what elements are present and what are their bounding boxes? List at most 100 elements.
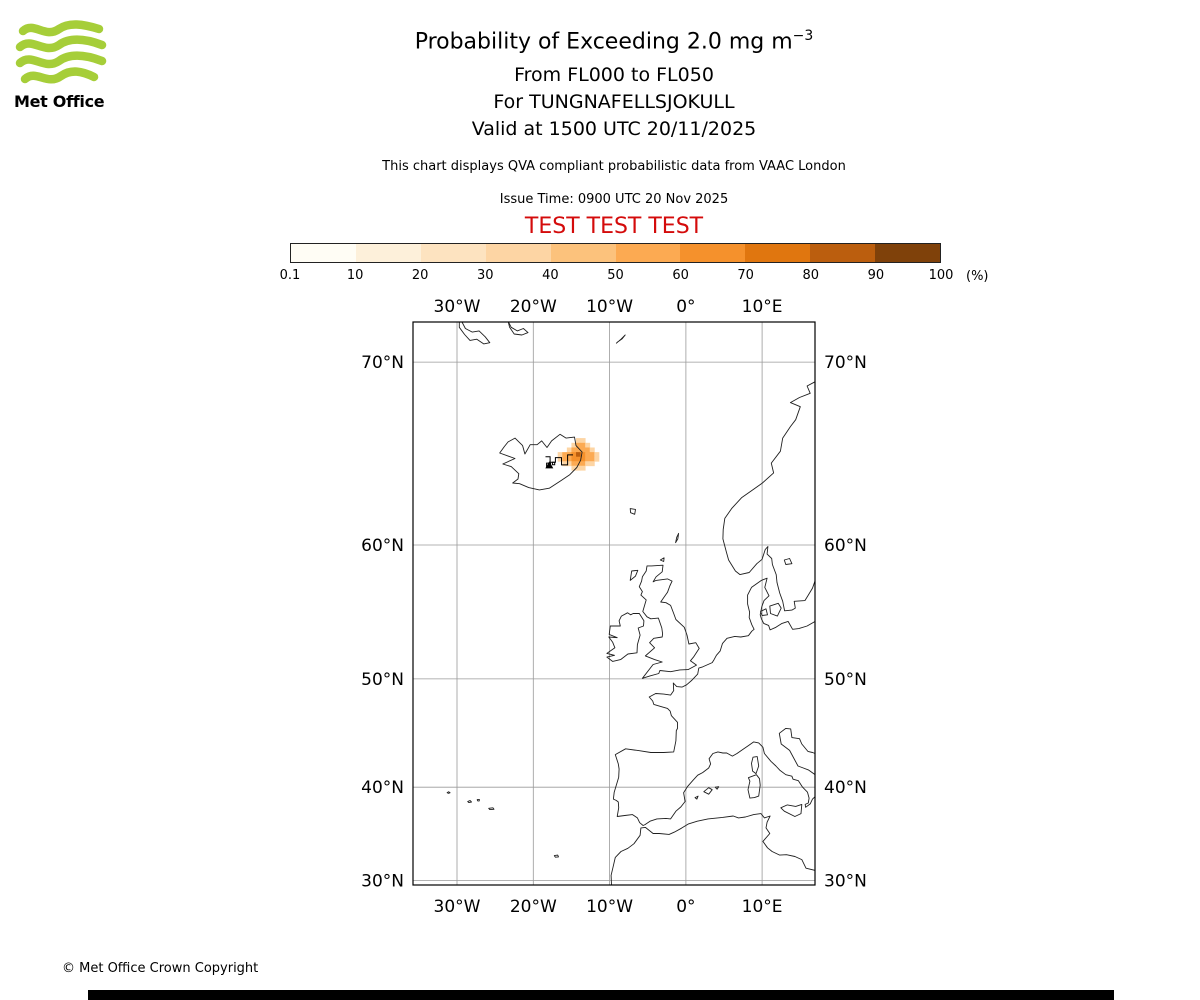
ash-probability-cell xyxy=(589,461,595,467)
latitude-tick-label-right: 60°N xyxy=(824,536,867,556)
ash-probability-cell xyxy=(580,465,586,471)
ash-probability-cell xyxy=(576,442,581,448)
ash-probability-cell xyxy=(585,456,591,462)
met-office-logo-text: Met Office xyxy=(14,92,105,111)
ash-probability-cell xyxy=(566,456,572,462)
colorbar-tick-label: 40 xyxy=(542,268,559,283)
colorbar-segment xyxy=(420,244,486,262)
title-main: Probability of Exceeding 2.0 mg m xyxy=(414,29,793,55)
qva-compliance-note: This chart displays QVA compliant probab… xyxy=(382,159,846,174)
map-frame xyxy=(412,321,816,886)
latitude-tick-label-left: 60°N xyxy=(361,536,404,556)
ash-probability-cell xyxy=(580,461,586,467)
coastline-vanern-lake xyxy=(783,558,793,565)
ash-probability-cell xyxy=(580,447,586,453)
longitude-tick-label-bottom: 0° xyxy=(676,897,695,917)
coastline-funen xyxy=(760,608,768,616)
ash-contour xyxy=(545,454,573,466)
colorbar-tick-label: 90 xyxy=(867,268,885,283)
coastline-corsica xyxy=(751,756,760,775)
ash-probability-cell xyxy=(594,456,600,462)
colorbar-tick-label: 30 xyxy=(477,268,494,283)
colorbar-tick-label: 20 xyxy=(411,268,429,283)
coastline-sicily xyxy=(780,803,803,817)
longitude-tick-label-top: 10°W xyxy=(586,297,633,317)
colorbar-tick-label: 10 xyxy=(346,268,364,283)
coastline-sardinia xyxy=(747,774,761,799)
coastline-shetland xyxy=(675,532,680,544)
latitude-tick-label-left: 70°N xyxy=(361,353,404,373)
colorbar-tick-label: 70 xyxy=(737,268,754,283)
longitude-tick-label-top: 10°E xyxy=(742,297,783,317)
subtitle-flight-level-range: From FL000 to FL050 xyxy=(514,64,714,86)
test-banner: TEST TEST TEST xyxy=(524,214,704,239)
ash-probability-cell xyxy=(571,461,577,467)
colorbar-segment xyxy=(615,244,681,262)
coastline-azores-flores xyxy=(446,791,451,794)
ash-probability-cell xyxy=(585,461,591,467)
latitude-tick-label-right: 30°N xyxy=(824,872,867,892)
colorbar-tick-label: 50 xyxy=(607,268,624,283)
coastline-azores-faial xyxy=(467,800,472,803)
ash-probability-cell xyxy=(589,456,595,462)
colorbar xyxy=(290,243,941,263)
ash-probability-cell xyxy=(576,452,581,458)
page-title: Probability of Exceeding 2.0 mg m−3 xyxy=(14,28,1200,54)
coastline-faroes xyxy=(629,508,636,515)
coastline-ibiza xyxy=(694,795,699,800)
coastline-menorca xyxy=(714,786,720,790)
ash-probability-cell xyxy=(594,452,600,458)
coastline-azores-terceira xyxy=(476,799,480,802)
ash-probability-cell xyxy=(557,456,563,462)
colorbar-tick-label: 60 xyxy=(672,268,689,283)
colorbar-segment xyxy=(745,244,811,262)
ash-probability-cell xyxy=(585,452,591,458)
longitude-tick-label-top: 0° xyxy=(676,297,695,317)
coastline-iceland xyxy=(499,433,583,491)
colorbar-unit-label: (%) xyxy=(966,269,989,284)
longitude-tick-label-bottom: 20°W xyxy=(510,897,557,917)
ash-probability-cell xyxy=(576,447,581,453)
colorbar-segment xyxy=(680,244,746,262)
ash-probability-cell xyxy=(589,452,595,458)
latitude-tick-label-right: 50°N xyxy=(824,670,867,690)
colorbar-tick-label: 0.1 xyxy=(279,268,301,283)
ash-probability-cell xyxy=(585,442,591,448)
ash-probability-cell xyxy=(580,456,586,462)
latitude-tick-label-left: 30°N xyxy=(361,872,404,892)
longitude-tick-label-top: 20°W xyxy=(510,297,557,317)
ash-probability-cell xyxy=(571,442,577,448)
ash-probability-cell xyxy=(580,452,586,458)
coastline-orkney xyxy=(659,557,665,562)
ash-probability-cell xyxy=(566,447,572,453)
colorbar-tick-label: 100 xyxy=(928,268,954,283)
ash-probability-cell xyxy=(562,452,568,458)
subtitle-volcano-name: For TUNGNAFELLSJOKULL xyxy=(493,91,735,113)
colorbar-tick-labels: 0.1 10 20 30 40 50 60 70 80 90 100 xyxy=(280,268,954,284)
map-layers xyxy=(413,322,815,885)
coastline-continental-europe xyxy=(612,577,815,826)
colorbar-segment xyxy=(485,244,551,262)
latitude-tick-label-left: 40°N xyxy=(361,778,404,798)
coastline-jan-mayen xyxy=(615,334,626,344)
longitude-tick-label-bottom: 10°W xyxy=(586,897,633,917)
ash-probability-cell xyxy=(576,456,581,462)
colorbar-segment xyxy=(355,244,421,262)
ash-probability-cell xyxy=(571,447,577,453)
ash-contour xyxy=(551,461,556,466)
coastline-great-britain xyxy=(638,564,700,679)
bottom-bar xyxy=(88,990,1114,1000)
coastline-madeira xyxy=(553,854,559,858)
map: 30°W 30°W 20°W 20°W 10°W 10°W 0° 0° 10°E 10°E 70°N… xyxy=(361,297,867,917)
met-office-logo: Met Office xyxy=(14,18,124,111)
copyright-notice: © Met Office Crown Copyright xyxy=(62,961,259,976)
longitude-tick-label-top: 30°W xyxy=(434,297,481,317)
coastline-scandinavia xyxy=(722,381,815,612)
ash-probability-cell xyxy=(580,442,586,448)
ash-probability-cell xyxy=(557,452,563,458)
latitude-tick-label-right: 70°N xyxy=(824,353,867,373)
colorbar-segment xyxy=(810,244,876,262)
ash-probability-cell xyxy=(571,456,577,462)
ash-probability-cell xyxy=(576,465,581,471)
